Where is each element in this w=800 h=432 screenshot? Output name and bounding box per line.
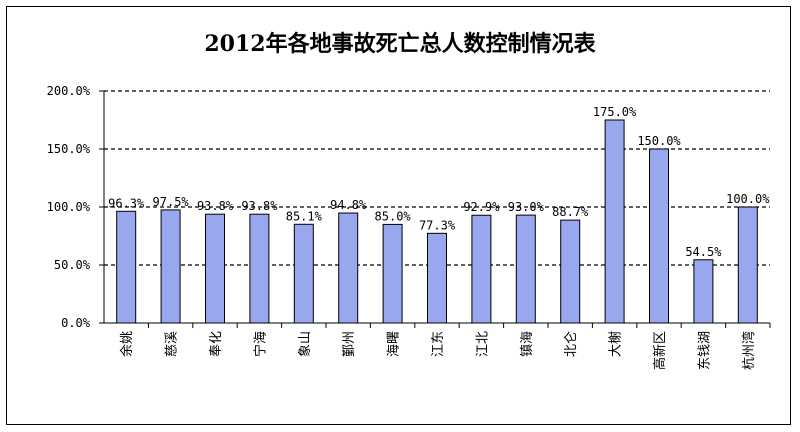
category-label: 奉化 [209, 331, 224, 357]
data-label: 93.8% [197, 199, 234, 213]
category-labels: 余姚 慈溪 奉化 宁海 象山 鄞州 海曙 江东 江北 镇海 北仑 大榭 高新区 东钱湖 杭州湾 [119, 331, 757, 370]
bar [205, 213, 225, 324]
y-tick-label: 0.0% [61, 316, 91, 330]
data-label: 175.0% [593, 105, 637, 119]
chart-title: 2012年各地事故死亡总人数控制情况表 [204, 31, 596, 57]
data-label: 54.5% [685, 245, 722, 259]
bar [649, 148, 669, 324]
bar [338, 212, 359, 324]
category-label: 江北 [475, 331, 490, 357]
bar [737, 206, 758, 324]
data-label: 100.0% [726, 192, 770, 206]
category-label: 江东 [431, 331, 446, 357]
data-label: 96.3% [108, 196, 145, 210]
bar [382, 223, 403, 324]
category-label: 东钱湖 [697, 331, 712, 370]
bar [160, 209, 181, 324]
data-labels: 96.3% 97.5% 93.8% 93.8% 85.1% 94.8% 85.0% 77.3%… [108, 105, 770, 259]
category-label: 大榭 [608, 331, 624, 357]
bar [116, 210, 137, 324]
category-label: 象山 [298, 331, 313, 357]
y-tick-labels: 0.0% 50.0% 100.0% 150.0% 200.0% [47, 84, 91, 330]
bar [604, 119, 625, 324]
y-tick-label: 200.0% [47, 84, 91, 98]
data-label: 77.3% [419, 218, 456, 232]
bar [471, 214, 492, 324]
data-label: 92.9% [463, 200, 500, 214]
data-label: 150.0% [637, 134, 681, 148]
data-label: 97.5% [153, 195, 190, 209]
y-tick-label: 50.0% [54, 258, 91, 272]
bar [560, 219, 581, 324]
category-label: 宁海 [252, 331, 268, 357]
category-label: 杭州湾 [741, 331, 757, 370]
data-label: 93.0% [508, 200, 545, 214]
bar [249, 213, 270, 324]
category-label: 北仑 [564, 331, 579, 357]
data-label: 93.8% [241, 199, 278, 213]
category-label: 慈溪 [165, 331, 180, 357]
bars [116, 119, 758, 324]
bar [427, 232, 447, 324]
data-label: 85.1% [286, 209, 323, 223]
data-label: 94.8% [330, 198, 367, 212]
category-label: 海曙 [387, 331, 402, 357]
y-tick-label: 100.0% [47, 200, 91, 214]
category-label: 余姚 [119, 331, 135, 357]
data-label: 85.0% [375, 209, 412, 223]
category-label: 镇海 [520, 331, 535, 357]
category-label: 鄞州 [342, 331, 357, 357]
data-label: 88.7% [552, 205, 589, 219]
bar [293, 223, 314, 324]
category-label: 高新区 [652, 331, 668, 370]
y-tick-label: 150.0% [47, 142, 91, 156]
bar [515, 214, 536, 324]
bar [693, 259, 714, 324]
